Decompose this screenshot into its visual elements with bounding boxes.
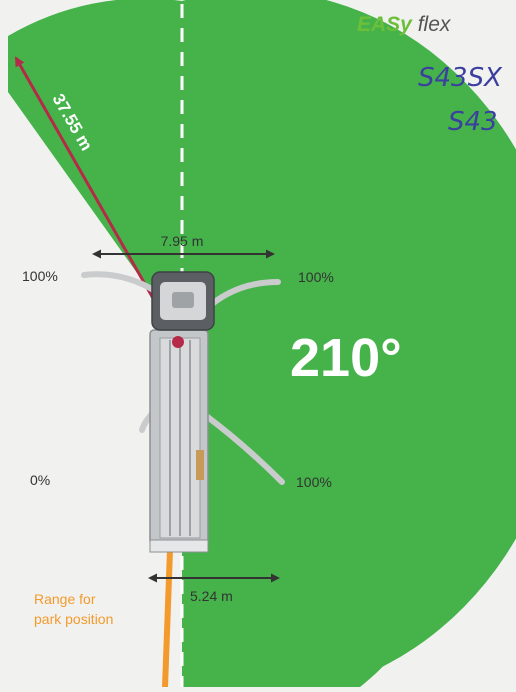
truck-component [196, 450, 204, 480]
handwritten-note-1: S43SX [418, 63, 503, 93]
brand-name-bold: EASy [357, 13, 413, 36]
brand-name-light: flex [412, 13, 452, 36]
rear-left-extension: 0% [30, 472, 50, 488]
park-range-label-line2: park position [34, 611, 113, 627]
outrigger-rear-right [202, 412, 285, 485]
brand-logo: EASy flex [357, 13, 452, 36]
truck [149, 271, 215, 553]
park-range-label-line1: Range for [34, 591, 96, 607]
front-right-extension: 100% [298, 269, 334, 285]
turret-center [172, 336, 184, 348]
truck-rear [149, 539, 209, 553]
front-left-extension: 100% [22, 268, 58, 284]
rear-right-extension: 100% [296, 474, 332, 490]
rear-width-label: 5.24 m [190, 588, 233, 604]
handwritten-note-2: S43 [448, 107, 498, 137]
park-range-line [162, 549, 173, 688]
radius-arrow [14, 56, 180, 343]
front-width-label: 7.95 m [161, 233, 204, 249]
slewing-angle-label: 210° [290, 328, 402, 388]
